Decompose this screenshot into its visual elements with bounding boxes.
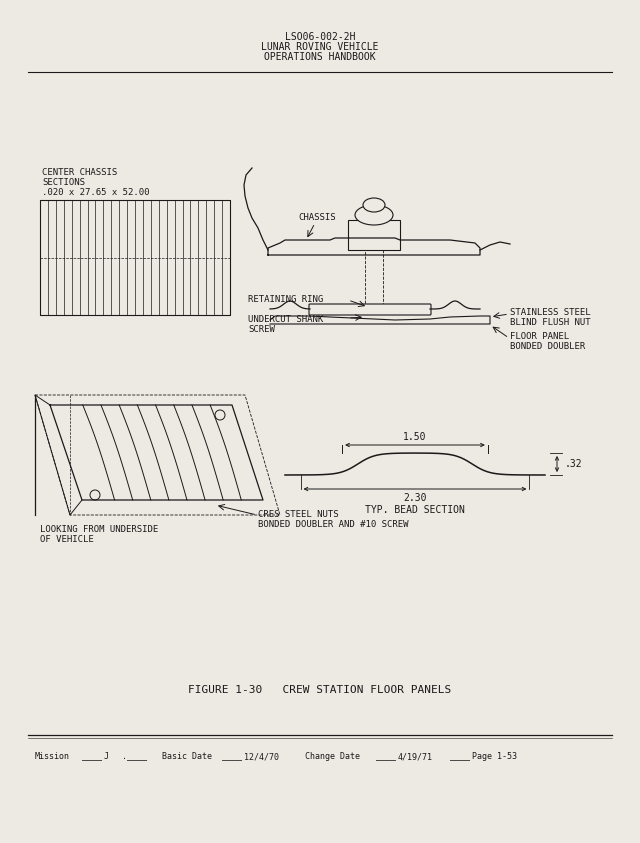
Text: BONDED DOUBLER: BONDED DOUBLER <box>510 342 585 351</box>
Text: J: J <box>104 752 109 761</box>
Text: .020 x 27.65 x 52.00: .020 x 27.65 x 52.00 <box>42 188 150 197</box>
Text: SCREW: SCREW <box>248 325 275 334</box>
Text: FLOOR PANEL: FLOOR PANEL <box>510 332 569 341</box>
FancyBboxPatch shape <box>309 304 431 315</box>
Text: Page 1-53: Page 1-53 <box>472 752 517 761</box>
Text: LUNAR ROVING VEHICLE: LUNAR ROVING VEHICLE <box>261 42 379 52</box>
Polygon shape <box>270 316 490 324</box>
Text: ____: ____ <box>222 752 242 761</box>
Text: Mission: Mission <box>35 752 70 761</box>
Ellipse shape <box>363 198 385 212</box>
Text: OPERATIONS HANDBOOK: OPERATIONS HANDBOOK <box>264 52 376 62</box>
Text: LOOKING FROM UNDERSIDE: LOOKING FROM UNDERSIDE <box>40 525 158 534</box>
Text: ____: ____ <box>82 752 102 761</box>
Text: SECTIONS: SECTIONS <box>42 178 85 187</box>
Text: CHASSIS: CHASSIS <box>298 213 335 223</box>
Bar <box>348 220 400 250</box>
Text: 2.30: 2.30 <box>403 493 427 503</box>
Text: .32: .32 <box>565 459 582 469</box>
Polygon shape <box>268 238 480 255</box>
Ellipse shape <box>355 205 393 225</box>
Text: UNDERCUT SHANK: UNDERCUT SHANK <box>248 315 323 324</box>
Text: .: . <box>112 752 127 761</box>
Text: CENTER CHASSIS: CENTER CHASSIS <box>42 168 117 177</box>
Text: TYP. BEAD SECTION: TYP. BEAD SECTION <box>365 505 465 515</box>
Text: 4/19/71: 4/19/71 <box>398 752 433 761</box>
Text: 12/4/70: 12/4/70 <box>244 752 279 761</box>
Bar <box>365 250 383 305</box>
Text: 1.50: 1.50 <box>403 432 427 442</box>
Text: FIGURE 1-30   CREW STATION FLOOR PANELS: FIGURE 1-30 CREW STATION FLOOR PANELS <box>188 685 452 695</box>
Text: STAINLESS STEEL: STAINLESS STEEL <box>510 308 591 317</box>
Text: RETAINING RING: RETAINING RING <box>248 296 323 304</box>
Text: BONDED DOUBLER AND #10 SCREW: BONDED DOUBLER AND #10 SCREW <box>258 520 408 529</box>
Text: LSO06-002-2H: LSO06-002-2H <box>285 32 355 42</box>
Text: CRES STEEL NUTS: CRES STEEL NUTS <box>258 510 339 519</box>
Text: BLIND FLUSH NUT: BLIND FLUSH NUT <box>510 318 591 327</box>
Text: Basic Date: Basic Date <box>162 752 212 761</box>
Bar <box>40 200 230 315</box>
Text: OF VEHICLE: OF VEHICLE <box>40 535 93 544</box>
Text: ____: ____ <box>127 752 147 761</box>
Text: Change Date: Change Date <box>305 752 360 761</box>
Text: ____: ____ <box>450 752 470 761</box>
Text: ____: ____ <box>376 752 396 761</box>
